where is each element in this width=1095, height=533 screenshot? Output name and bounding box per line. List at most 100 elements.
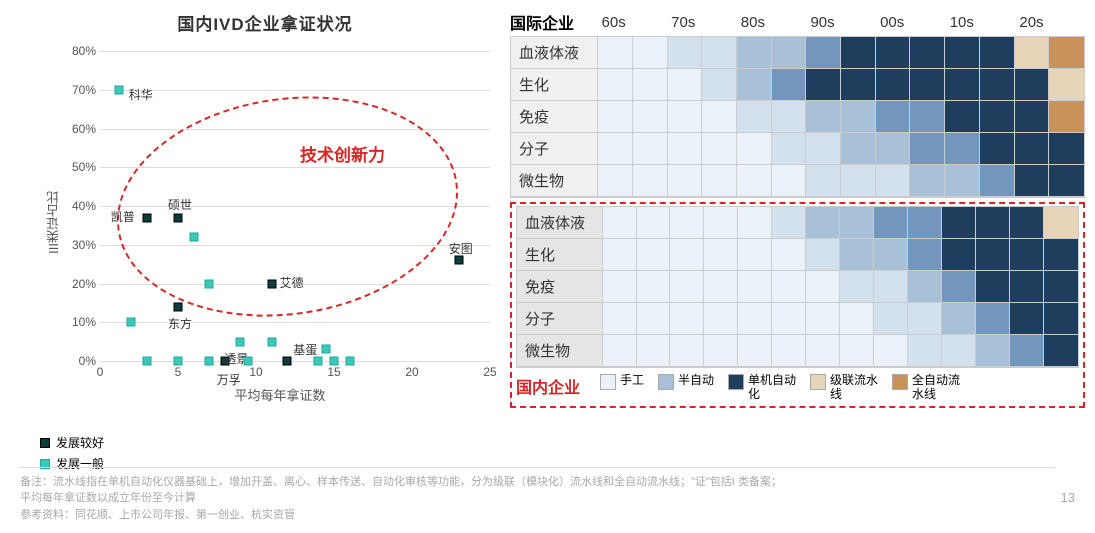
heatmap-cell [876,133,911,165]
heatmap-cell [1010,239,1044,271]
heatmap-cell [598,69,633,101]
heatmap-cell [942,303,976,335]
dom-heatmap: 血液体液生化免疫分子微生物 [516,206,1079,368]
heatmap-legend: 手工半自动单机自动化级联流水线全自动流水线 [600,374,960,402]
point-label: 基蛋 [293,341,317,358]
domestic-box: 血液体液生化免疫分子微生物 国内企业 手工半自动单机自动化级联流水线全自动流水线 [510,202,1085,408]
decade-label: 00s [876,14,946,31]
point-label: 万孚 [217,371,241,388]
y-tick: 50% [60,160,96,174]
scatter-point [236,337,245,346]
heatmap-row-label: 生化 [517,239,603,271]
scatter-point [314,357,323,366]
scatter-point [322,345,331,354]
heatmap-row: 微生物 [511,165,1084,197]
heatmap-cell [1015,165,1050,197]
heatmap-cell [945,165,980,197]
heatmap-cell [702,101,737,133]
heatmap-cell [704,303,738,335]
heatmap-cell [942,207,976,239]
heatmap-row: 血液体液 [517,207,1078,239]
scatter-plot: 0510152025技术创新力凯普硕世东方万孚艾德基蛋安图科华透景 [100,51,490,361]
heatmap-row-label: 血液体液 [511,37,598,69]
heatmap-row: 免疫 [517,271,1078,303]
footnote: 备注：流水线指在单机自动化仪器基础上，增加开盖、离心、样本传送、自动化审核等功能… [20,467,1055,524]
heatmap-cell [945,133,980,165]
heatmap-cell [806,133,841,165]
heatmap-cell [637,335,671,367]
heatmap-cell [1049,69,1084,101]
scatter-point [283,357,292,366]
heatmap-cell [772,69,807,101]
heatmap-cell [1010,335,1044,367]
heatmap-panel: 国际企业 60s70s80s90s00s10s20s 血液体液生化免疫分子微生物… [500,0,1095,460]
heatmap-cell [874,207,908,239]
y-tick: 10% [60,315,96,329]
heatmap-cell [738,239,772,271]
heatmap-cell [806,303,840,335]
heatmap-cell [637,207,671,239]
heatmap-cell [945,69,980,101]
decade-label: 90s [806,14,876,31]
heatmap-cell [633,69,668,101]
heatmap-cell [876,165,911,197]
heatmap-row: 微生物 [517,335,1078,367]
heatmap-cell [980,101,1015,133]
heatmap-cell [874,303,908,335]
heatmap-cell [668,165,703,197]
scatter-point [127,318,136,327]
heatmap-cell [841,101,876,133]
scatter-point [114,85,123,94]
scatter-plot-area: III类证占比 0510152025技术创新力凯普硕世东方万孚艾德基蛋安图科华透… [60,41,500,381]
heatmap-cell [876,37,911,69]
heatmap-cell [772,239,806,271]
heatmap-legend-item: 级联流水线 [810,374,878,402]
heatmap-cell [908,207,942,239]
heatmap-row-label: 免疫 [511,101,598,133]
intl-title: 国际企业 [510,10,598,34]
heatmap-cell [908,335,942,367]
heatmap-row-label: 生化 [511,69,598,101]
heatmap-cell [702,133,737,165]
heatmap-cell [910,133,945,165]
scatter-point [205,279,214,288]
scatter-point [174,302,183,311]
annotation-text: 技术创新力 [300,141,385,166]
heatmap-cell [806,207,840,239]
x-tick: 15 [327,365,340,379]
heatmap-cell [1049,165,1084,197]
heatmap-cell [942,239,976,271]
heatmap-cell [668,101,703,133]
heatmap-cell [806,69,841,101]
heatmap-cell [633,133,668,165]
heatmap-cell [840,271,874,303]
heatmap-cell [910,165,945,197]
heatmap-cell [772,133,807,165]
x-axis-label: 平均每年拿证数 [60,385,500,404]
heatmap-cell [976,303,1010,335]
heatmap-cell [1015,133,1050,165]
heatmap-cell [840,335,874,367]
decade-label: 80s [737,14,807,31]
heatmap-cell [806,239,840,271]
heatmap-cell [637,239,671,271]
heatmap-cell [737,69,772,101]
heatmap-cell [603,271,637,303]
scatter-point [174,213,183,222]
y-tick: 80% [60,44,96,58]
scatter-title: 国内IVD企业拿证状况 [30,10,500,35]
scatter-panel: 国内IVD企业拿证状况 III类证占比 0510152025技术创新力凯普硕世东… [0,0,500,460]
heatmap-cell [806,335,840,367]
heatmap-row: 血液体液 [511,37,1084,69]
decade-label: 20s [1015,14,1085,31]
heatmap-legend-item: 手工 [600,374,644,390]
heatmap-cell [603,239,637,271]
heatmap-row: 分子 [511,133,1084,165]
footnote-line2: 平均每年拿证数以成立年份至今计算 [20,492,196,504]
heatmap-cell [908,271,942,303]
heatmap-cell [908,239,942,271]
heatmap-cell [910,69,945,101]
footnote-line1: 备注：流水线指在单机自动化仪器基础上，增加开盖、离心、样本传送、自动化审核等功能… [20,476,782,488]
heatmap-cell [702,165,737,197]
heatmap-cell [772,37,807,69]
